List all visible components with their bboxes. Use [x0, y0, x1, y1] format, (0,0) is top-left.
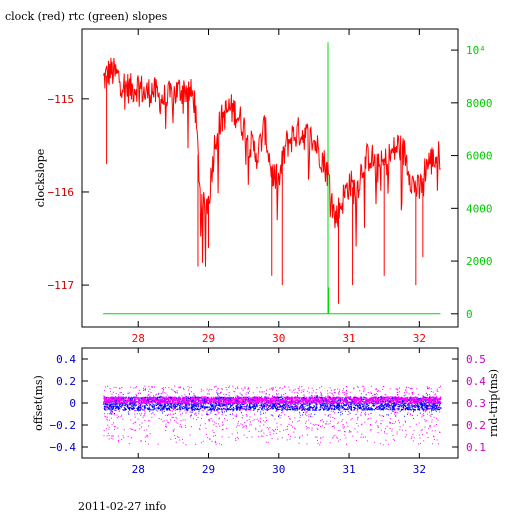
bottom-y-axis: 0.4 0.2 0 −0.2 −0.4: [50, 353, 88, 454]
y2-tick-label: 10⁴: [466, 44, 486, 57]
y2-tick-label: 0: [466, 308, 473, 321]
bottom-scatter-points: [103, 385, 442, 446]
clock-series-line: [103, 57, 441, 267]
x-tick-label: 30: [272, 463, 285, 476]
x-tick-label: 29: [202, 332, 215, 345]
top-plot-frame: [81, 28, 459, 328]
top-x-axis: 28 29 30 31 32: [132, 29, 426, 345]
footer-date-info: 2011-02-27 info: [78, 500, 167, 512]
top-series-group: [103, 42, 441, 315]
x-tick-label: 31: [342, 332, 355, 345]
y-tick-label: −117: [48, 279, 75, 292]
rtc-series-line: [103, 42, 441, 315]
bottom-chart-panel: 28 29 30 31 32 0.40.20−0.2−0.4 0.50.40.30.20…: [32, 347, 500, 476]
y2-tick-label: 0.2: [466, 419, 486, 432]
chart-title: clock (red) rtc (green) slopes: [5, 10, 168, 23]
y2-tick-label: 0.1: [466, 441, 486, 454]
x-tick-label: 28: [132, 332, 145, 345]
x-tick-label: 32: [413, 332, 426, 345]
y2-tick-label: 6000: [466, 150, 493, 163]
y-tick-label: −0.4: [50, 441, 77, 454]
x-tick-label: 32: [413, 463, 426, 476]
y-tick-label: −116: [48, 186, 75, 199]
y2-tick-label: 0.3: [466, 397, 486, 410]
rnd-trip-scatter-series: [103, 385, 442, 446]
top-y2-axis: 0 2000 4000 6000 8000 10⁴: [451, 44, 493, 321]
x-tick-label: 30: [272, 332, 285, 345]
bottom-x-axis: 28 29 30 31 32: [132, 348, 426, 476]
x-tick-label: 28: [132, 463, 145, 476]
bottom-y2-axis: 0.5 0.4 0.3 0.2 0.1: [452, 353, 486, 454]
y-tick-label: 0.2: [56, 375, 76, 388]
y2-tick-label: 4000: [466, 202, 493, 215]
top-y-axis: −115 −116 −117: [48, 93, 89, 292]
y2-tick-label: 0.4: [466, 375, 486, 388]
y2-tick-label: 2000: [466, 255, 493, 268]
bottom-y2-axis-label: rnd-trip(ms): [487, 369, 500, 437]
y2-tick-label: 8000: [466, 97, 493, 110]
x-tick-label: 31: [342, 463, 355, 476]
top-y-axis-label: clockslope: [34, 149, 47, 207]
y-tick-label: 0: [69, 397, 76, 410]
y-tick-label: −0.2: [50, 419, 77, 432]
y-tick-label: 0.4: [56, 353, 76, 366]
bottom-y-axis-label: offset(ms): [32, 375, 45, 431]
top-chart-panel: 28 29 30 31 32 −115 −116 −117 0 2000 4000 6000 800…: [34, 28, 493, 345]
y-tick-label: −115: [48, 93, 75, 106]
x-tick-label: 29: [202, 463, 215, 476]
y2-tick-label: 0.5: [466, 353, 486, 366]
